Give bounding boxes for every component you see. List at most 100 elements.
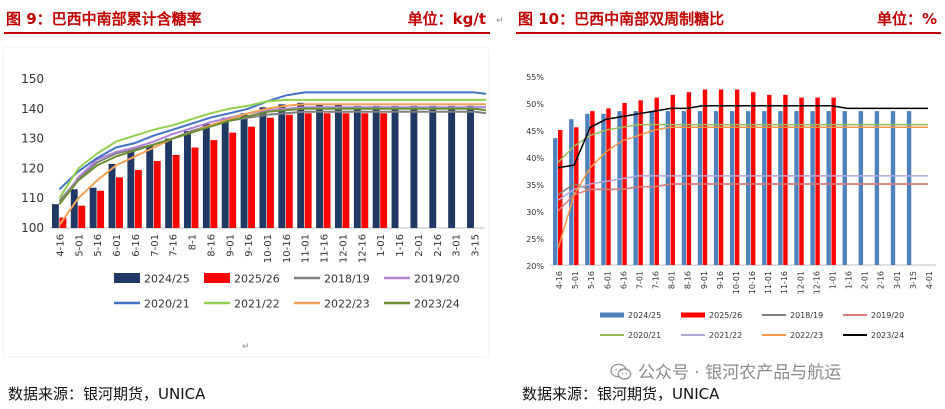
legend-label: 2025/26 bbox=[709, 311, 742, 320]
bar-2024/25 bbox=[617, 111, 622, 265]
wechat-icon bbox=[610, 363, 632, 380]
x-tick-label: 6-16 bbox=[619, 271, 628, 289]
legend-item: 2019/20 bbox=[384, 273, 460, 286]
watermark-text: 公众号 · 银河农产品与航运 bbox=[638, 363, 842, 383]
bar-2025/26 bbox=[638, 100, 643, 265]
legend-item: 2022/23 bbox=[294, 298, 370, 311]
x-tick-label: 12-01 bbox=[338, 234, 349, 263]
x-tick-label: 2-01 bbox=[414, 234, 425, 257]
bar-2024/25 bbox=[553, 138, 558, 265]
legend-item: 2023/24 bbox=[384, 298, 460, 311]
x-tick-label: 2-01 bbox=[861, 271, 870, 289]
x-tick-label: 3-01 bbox=[452, 234, 463, 257]
x-tick-label: 3-01 bbox=[893, 271, 902, 289]
bar-2025/26 bbox=[285, 114, 293, 228]
x-tick-label: 11-01 bbox=[301, 234, 312, 263]
bar-2025/26 bbox=[361, 113, 369, 228]
bar-2025/26 bbox=[590, 111, 595, 265]
bar-2025/26 bbox=[97, 190, 105, 228]
bar-2025/26 bbox=[574, 127, 579, 265]
legend-item: 2020/21 bbox=[114, 298, 190, 311]
bar-2024/25 bbox=[259, 107, 267, 228]
legend-label: 2024/25 bbox=[144, 273, 190, 286]
x-tick-label: 8-1 bbox=[188, 234, 199, 250]
bar-2024/25 bbox=[202, 123, 210, 228]
x-tick-label: 6-01 bbox=[603, 271, 612, 289]
bar-2024/25 bbox=[842, 111, 847, 265]
y-tick-label: 40% bbox=[526, 154, 544, 163]
right-source-text: 数据来源：银河期货，UNICA bbox=[522, 385, 720, 403]
y-tick-label: 150 bbox=[21, 72, 44, 86]
x-tick-label: 9-16 bbox=[716, 271, 725, 289]
bar-2025/26 bbox=[654, 97, 659, 265]
legend-item: 2025/26 bbox=[681, 311, 742, 320]
bar-2024/25 bbox=[51, 204, 59, 228]
x-tick-label: 11-16 bbox=[780, 271, 789, 294]
bar-2024/25 bbox=[467, 105, 474, 228]
legend-swatch bbox=[204, 273, 230, 283]
legend-item: 2020/21 bbox=[600, 331, 661, 340]
bar-2025/26 bbox=[172, 154, 180, 228]
bar-2024/25 bbox=[826, 111, 831, 265]
bar-2024/25 bbox=[633, 111, 638, 265]
bar-2024/25 bbox=[372, 105, 380, 228]
bar-2024/25 bbox=[297, 102, 305, 228]
right-chart-title: 图 10：巴西中南部双周制糖比 bbox=[518, 10, 725, 28]
x-tick-label: 3-15 bbox=[471, 234, 482, 257]
bar-2025/26 bbox=[558, 130, 563, 265]
bar-2024/25 bbox=[146, 146, 154, 228]
bar-2025/26 bbox=[622, 103, 627, 265]
watermark: 公众号 · 银河农产品与航运 bbox=[610, 358, 841, 383]
y-tick-label: 30% bbox=[526, 208, 544, 217]
y-tick-label: 25% bbox=[526, 235, 544, 244]
y-tick-label: 20% bbox=[526, 262, 544, 271]
bar-2025/26 bbox=[153, 160, 161, 228]
bar-2025/26 bbox=[670, 94, 676, 266]
bar-2024/25 bbox=[649, 111, 654, 265]
bar-2024/25 bbox=[810, 111, 815, 265]
bar-2024/25 bbox=[729, 111, 735, 265]
x-tick-label: 1-01 bbox=[376, 234, 387, 257]
bar-2024/25 bbox=[890, 111, 896, 265]
bar-2025/26 bbox=[702, 89, 708, 265]
bar-2024/25 bbox=[410, 105, 418, 228]
x-tick-label: 1-01 bbox=[828, 271, 837, 289]
x-tick-label: 8-01 bbox=[668, 271, 677, 289]
line-2018/19 bbox=[58, 110, 487, 202]
bar-2024/25 bbox=[858, 111, 864, 265]
bar-2025/26 bbox=[304, 113, 312, 228]
bar-2024/25 bbox=[108, 163, 116, 228]
x-tick-label: 4-16 bbox=[55, 234, 66, 257]
x-tick-label: 12-16 bbox=[357, 234, 368, 263]
legend-label: 2018/19 bbox=[324, 273, 370, 286]
bar-2024/25 bbox=[316, 104, 324, 228]
bar-2024/25 bbox=[681, 111, 687, 265]
bar-2025/26 bbox=[134, 169, 142, 228]
legend-label: 2022/23 bbox=[790, 331, 823, 340]
x-tick-label: 8-16 bbox=[206, 234, 217, 257]
left-return-mark: ↵ bbox=[496, 16, 504, 26]
bar-2025/26 bbox=[799, 97, 804, 265]
bar-2025/26 bbox=[59, 217, 67, 228]
y-tick-label: 50% bbox=[526, 100, 544, 109]
legend-item: 2021/22 bbox=[204, 298, 280, 311]
bar-2025/26 bbox=[210, 140, 218, 228]
x-tick-label: 8-16 bbox=[684, 271, 693, 289]
legend-label: 2024/25 bbox=[628, 311, 661, 320]
y-tick-label: 100 bbox=[21, 221, 44, 235]
legend-label: 2020/21 bbox=[628, 331, 661, 340]
x-tick-label: 9-01 bbox=[700, 271, 709, 289]
bar-2025/26 bbox=[267, 117, 274, 228]
bar-2024/25 bbox=[665, 111, 671, 265]
legend-item: 2021/22 bbox=[681, 331, 742, 340]
legend-item: 2024/25 bbox=[114, 273, 190, 286]
x-tick-label: 4-16 bbox=[555, 271, 564, 289]
line-2022/23 bbox=[557, 126, 928, 250]
x-tick-label: 1-16 bbox=[845, 271, 854, 289]
bar-2025/26 bbox=[718, 89, 724, 265]
right-header: 图 10：巴西中南部双周制糖比 单位：% bbox=[516, 2, 941, 34]
left-source-text: 数据来源：银河期货，UNICA bbox=[8, 385, 206, 403]
legend-label: 2021/22 bbox=[709, 331, 742, 340]
x-tick-label: 2-16 bbox=[433, 234, 444, 257]
line-2020/21 bbox=[58, 91, 487, 191]
